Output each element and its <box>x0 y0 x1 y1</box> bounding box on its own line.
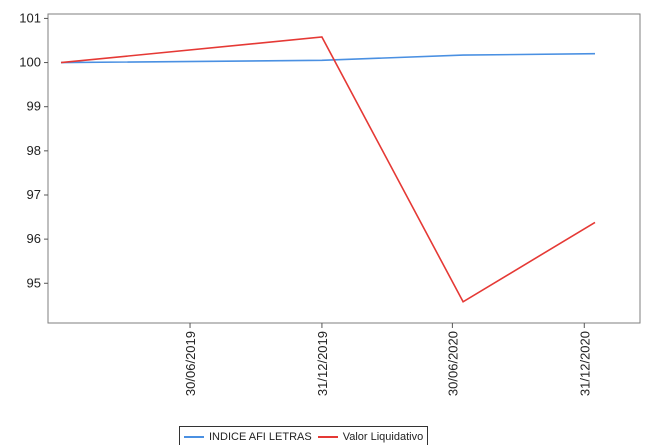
legend-label-valor: Valor Liquidativo <box>342 431 424 443</box>
line-chart: 101 100 99 98 97 96 95 30/06/2019 31/12/2019 30/0… <box>19 10 641 396</box>
legend: INDICE AFI LETRAS Valor Liquidativo <box>179 426 429 445</box>
x-tick-label-0: 30/06/2019 <box>183 331 198 396</box>
y-tick-label-100: 100 <box>19 55 41 70</box>
legend-swatch-indice <box>184 436 204 438</box>
y-tick-label-95: 95 <box>27 275 41 290</box>
y-tick-label-98: 98 <box>27 143 41 158</box>
y-tick-label-101: 101 <box>19 10 41 25</box>
legend-swatch-valor <box>317 436 338 438</box>
x-tick-label-2: 30/06/2020 <box>445 331 460 396</box>
series-line-0 <box>60 52 596 64</box>
legend-item-valor: Valor Liquidativo <box>317 431 424 443</box>
y-tick-label-96: 96 <box>27 231 41 246</box>
y-tick-label-97: 97 <box>27 187 41 202</box>
x-tick-label-3: 31/12/2020 <box>577 331 592 396</box>
y-tick-label-99: 99 <box>27 99 41 114</box>
plot-frame <box>47 13 641 324</box>
legend-item-indice: INDICE AFI LETRAS <box>184 431 312 443</box>
legend-label-indice: INDICE AFI LETRAS <box>209 431 312 443</box>
series-line-1 <box>60 36 596 303</box>
series-lines <box>60 36 596 303</box>
x-tick-label-1: 31/12/2019 <box>315 331 330 396</box>
axes: 101 100 99 98 97 96 95 30/06/2019 31/12/2019 30/0… <box>19 10 641 396</box>
